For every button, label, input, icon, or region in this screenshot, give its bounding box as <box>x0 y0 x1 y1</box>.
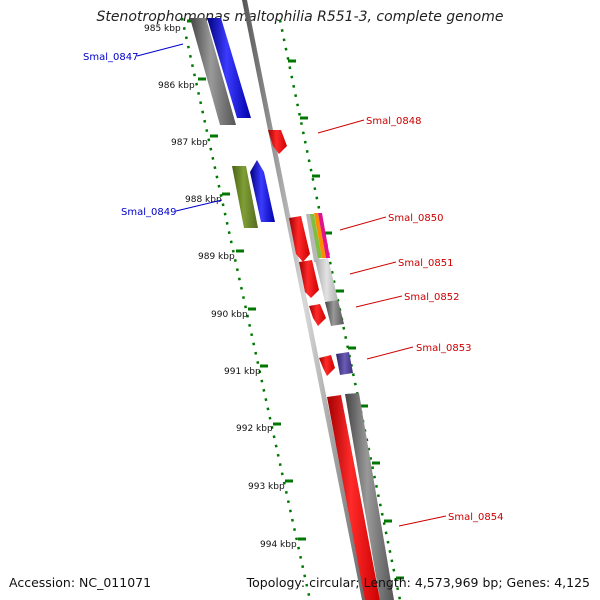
tick-label: 994 kbp <box>260 540 297 550</box>
genome-backbone <box>242 0 367 600</box>
genome-stats: Topology: circular; Length: 4,573,969 bp… <box>246 575 590 590</box>
gene-smal-0850-body <box>289 216 310 262</box>
gene-smal-0854-band <box>345 393 394 600</box>
scale-ticks <box>187 19 306 541</box>
gene-label-smal-0853[interactable]: Smal_0853 <box>416 343 471 354</box>
gene-label-leader <box>339 216 387 231</box>
gene-label-smal-0852[interactable]: Smal_0852 <box>404 292 459 303</box>
gene-smal-0852-band <box>325 300 344 326</box>
tick-label: 992 kbp <box>236 424 273 434</box>
gene-smal-0853-cog-band <box>336 352 353 375</box>
gene-smal-0851-band <box>315 258 338 302</box>
gene-label-smal-0850[interactable]: Smal_0850 <box>388 213 443 224</box>
reverse-strand-lane <box>190 18 275 228</box>
gene-label-smal-0847[interactable]: Smal_0847 <box>83 52 138 63</box>
gene-label-leader <box>136 43 184 57</box>
gene-smal-0853-body <box>319 355 335 376</box>
gene-smal-0850-cog-band-orange <box>314 213 326 258</box>
scale-right <box>278 19 404 600</box>
gene-label-smal-0851[interactable]: Smal_0851 <box>398 258 453 269</box>
gene-smal-0848-body <box>268 130 287 154</box>
gene-label-smal-0848[interactable]: Smal_0848 <box>366 116 421 127</box>
gene-smal-0852-body <box>309 304 326 326</box>
tick-label: 993 kbp <box>248 482 285 492</box>
tick-label: 986 kbp <box>158 81 195 91</box>
gene-labels: Smal_0847 Smal_0848 Smal_0849 Smal_0850 … <box>83 43 503 527</box>
gene-label-leader <box>398 515 447 527</box>
gene-smal-0850-cog-band-green <box>310 214 322 258</box>
gene-label-leader <box>175 199 223 212</box>
gene-label-smal-0854[interactable]: Smal_0854 <box>448 512 503 523</box>
gene-label-smal-0849[interactable]: Smal_0849 <box>121 207 176 218</box>
tick-label: 987 kbp <box>171 138 208 148</box>
forward-strand-lane <box>268 130 394 600</box>
accession-info: Accession: NC_011071 <box>9 575 152 590</box>
tick-label: 990 kbp <box>211 310 248 320</box>
scale-ticks <box>288 59 404 580</box>
scale-left: 985 kbp 986 kbp 987 kbp 988 kbp 989 kbp … <box>144 17 312 600</box>
gene-smal-0849-body <box>250 160 275 222</box>
gene-smal-0847-gray-band <box>190 18 236 125</box>
gene-smal-0849-cog-band <box>232 166 258 228</box>
gene-smal-0850-cog-band-magenta <box>318 213 330 258</box>
tick-label: 985 kbp <box>144 24 181 34</box>
tick-label: 988 kbp <box>185 195 222 205</box>
gene-smal-0850-cog-band-light <box>306 214 320 262</box>
gene-label-leader <box>366 346 414 360</box>
gene-smal-0847-body <box>207 18 251 118</box>
gene-label-leader <box>349 261 397 275</box>
tick-label: 989 kbp <box>198 252 235 262</box>
gene-label-leader <box>355 295 403 308</box>
tick-label: 991 kbp <box>224 367 261 377</box>
gene-smal-0854-body <box>327 395 380 600</box>
gene-label-leader <box>317 119 365 134</box>
gene-smal-0851-body <box>299 260 319 298</box>
